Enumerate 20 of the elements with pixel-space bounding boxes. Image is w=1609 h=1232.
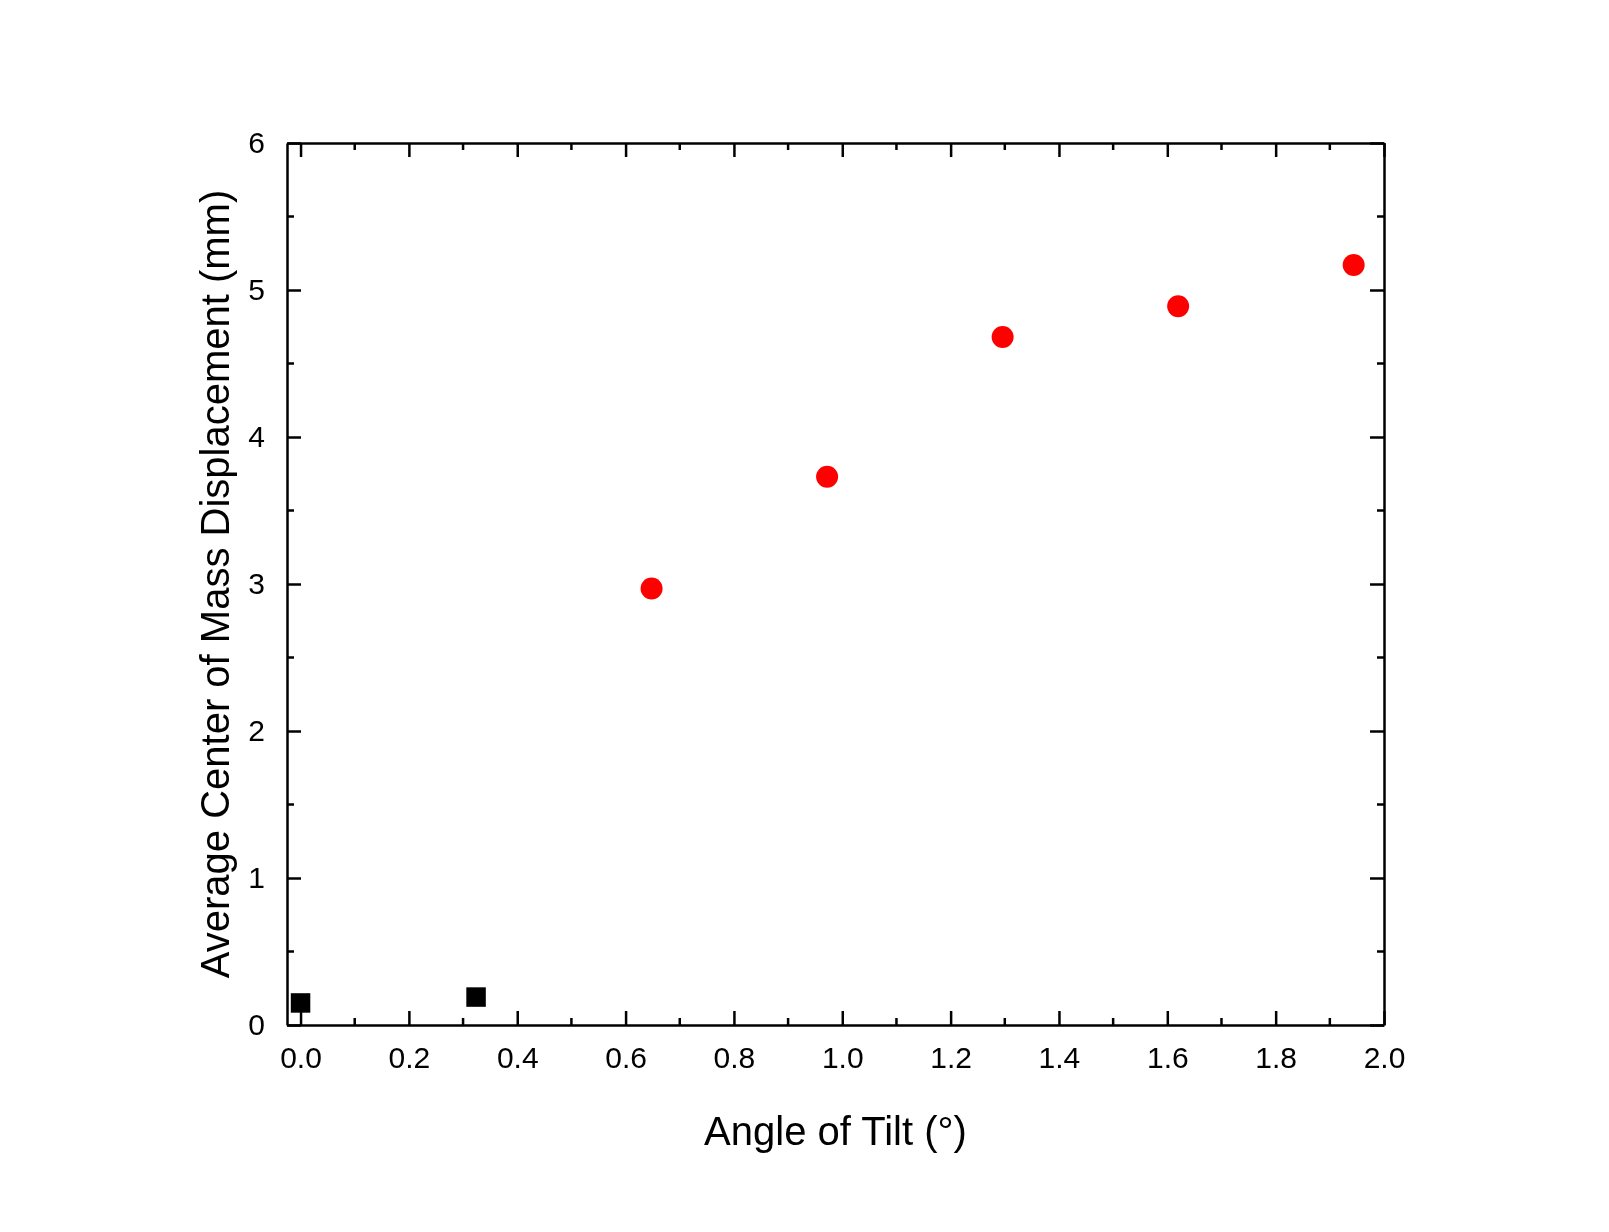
- x-tick-label: 0.4: [496, 1041, 539, 1075]
- x-tick-label: 0.6: [605, 1041, 647, 1075]
- y-tick-label: 0: [248, 1008, 265, 1042]
- x-axis-title: Angle of Tilt (°): [704, 1109, 967, 1153]
- x-tick-label: 1.0: [821, 1041, 864, 1075]
- x-tick-label: 1.8: [1255, 1041, 1298, 1075]
- x-tick-label: 1.4: [1038, 1041, 1081, 1075]
- y-tick-label: 5: [248, 273, 265, 307]
- y-tick-label: 3: [248, 567, 265, 601]
- x-tick-label: 2.0: [1363, 1041, 1406, 1075]
- y-tick-label: 2: [248, 714, 265, 748]
- x-tick-label: 0.8: [713, 1041, 756, 1075]
- x-tick-label: 1.2: [930, 1041, 972, 1075]
- y-axis-title: Average Center of Mass Displacement (mm): [193, 189, 237, 979]
- x-tick-label: 0.0: [280, 1041, 322, 1075]
- y-tick-label: 4: [248, 420, 265, 454]
- x-tick-label: 0.2: [388, 1041, 431, 1075]
- x-tick-label: 1.6: [1146, 1041, 1189, 1075]
- y-tick-label: 6: [248, 126, 265, 160]
- y-tick-label: 1: [248, 861, 265, 895]
